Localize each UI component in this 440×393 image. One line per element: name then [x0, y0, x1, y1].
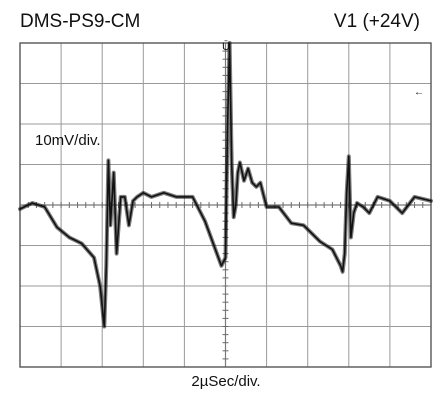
horizontal-scale-label: 2µSec/div. — [191, 373, 260, 390]
trigger-position-marker: Ū — [222, 41, 230, 53]
trace-waveform — [19, 42, 432, 328]
graticule-frame — [19, 42, 432, 368]
channel-label: V1 (+24V) — [334, 11, 420, 32]
vertical-scale-label: 10mV/div. — [35, 132, 101, 149]
trigger-level-marker: ← — [414, 87, 424, 98]
chart-title: DMS-PS9-CM — [20, 11, 140, 32]
